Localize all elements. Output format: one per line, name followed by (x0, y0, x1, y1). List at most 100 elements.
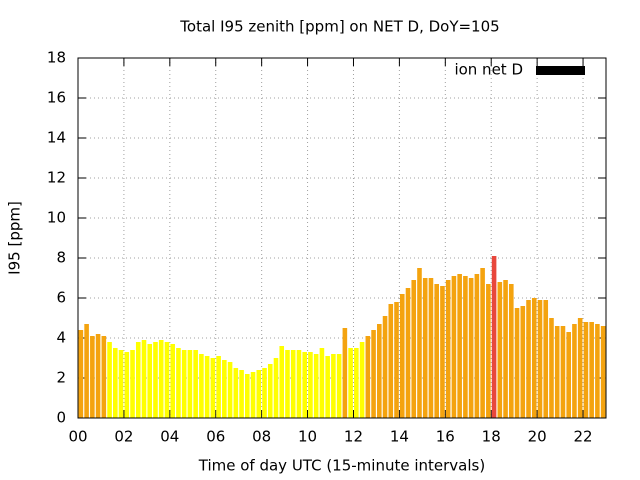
bar (181, 350, 187, 418)
bar (193, 350, 198, 418)
bar (130, 350, 135, 418)
bar (572, 324, 577, 418)
bar (468, 278, 474, 418)
bar (84, 324, 89, 418)
bar (204, 356, 210, 418)
bar (371, 330, 376, 418)
bar (583, 322, 589, 418)
bar (497, 282, 503, 418)
bar (422, 278, 428, 418)
bar (313, 354, 319, 418)
bar (399, 294, 405, 418)
x-axis-label: Time of day UTC (15-minute intervals) (198, 457, 485, 475)
x-tick-label: 22 (573, 428, 592, 446)
bar (348, 348, 353, 418)
bar (463, 276, 468, 418)
y-axis-label: I95 [ppm] (6, 201, 24, 275)
y-tick-label: 8 (56, 249, 66, 267)
bar (153, 342, 158, 418)
bar (388, 304, 394, 418)
bar (216, 356, 221, 418)
y-tick-label: 14 (47, 129, 66, 147)
bar (210, 358, 216, 418)
bar (118, 350, 124, 418)
y-tick-label: 16 (47, 89, 66, 107)
bar (95, 334, 101, 418)
x-tick-label: 20 (528, 428, 547, 446)
bar (239, 370, 244, 418)
bar (377, 324, 382, 418)
bar (480, 268, 485, 418)
y-tick-label: 12 (47, 169, 66, 187)
bar (577, 318, 583, 418)
bar (491, 256, 497, 418)
x-tick-label: 18 (482, 428, 501, 446)
bar (135, 342, 141, 418)
bar (170, 344, 175, 418)
bar (382, 316, 388, 418)
bar (256, 370, 262, 418)
bar (113, 348, 118, 418)
bar (554, 326, 560, 418)
bar (354, 348, 359, 418)
x-tick-label: 04 (160, 428, 179, 446)
bar (394, 302, 399, 418)
chart-title: Total I95 zenith [ppm] on NET D, DoY=105 (179, 18, 499, 36)
bar (176, 348, 181, 418)
bar (141, 340, 147, 418)
bar (417, 268, 422, 418)
bar (187, 350, 193, 418)
bar (262, 368, 267, 418)
x-tick-label: 10 (298, 428, 317, 446)
bar (319, 348, 325, 418)
bar (457, 274, 462, 418)
legend-swatch (536, 66, 585, 75)
y-tick-label: 18 (47, 49, 66, 67)
bar (273, 358, 279, 418)
bar (359, 342, 365, 418)
bar (428, 278, 434, 418)
bar (331, 354, 336, 418)
bar (543, 300, 549, 418)
bar (336, 354, 342, 418)
bar (342, 328, 348, 418)
bar (325, 356, 330, 418)
y-tick-label: 0 (56, 409, 66, 427)
bar (164, 342, 170, 418)
bar (445, 280, 451, 418)
bar (279, 346, 285, 418)
x-tick-label: 08 (252, 428, 271, 446)
bar (566, 332, 571, 418)
x-tick-label: 02 (114, 428, 133, 446)
bar (600, 326, 606, 418)
bar (595, 324, 600, 418)
legend-label: ion net D (454, 61, 523, 79)
bar (250, 372, 256, 418)
bar (509, 284, 514, 418)
bar (101, 336, 107, 418)
bar (245, 374, 250, 418)
x-tick-label: 00 (68, 428, 87, 446)
bar (405, 288, 411, 418)
bar (227, 362, 233, 418)
bar (537, 300, 543, 418)
bar (440, 286, 445, 418)
bar (411, 280, 417, 418)
y-tick-label: 2 (56, 369, 66, 387)
x-tick-label: 16 (436, 428, 455, 446)
bar (549, 318, 554, 418)
bar (158, 340, 164, 418)
bar (503, 280, 508, 418)
bar (434, 284, 439, 418)
bar (308, 352, 313, 418)
x-tick-label: 14 (390, 428, 409, 446)
bar (514, 308, 520, 418)
y-tick-label: 4 (56, 329, 66, 347)
bar (520, 306, 526, 418)
bar (124, 352, 130, 418)
plot-frame (77, 57, 607, 419)
bar (107, 342, 112, 418)
bar (302, 352, 307, 418)
bar (90, 336, 95, 418)
